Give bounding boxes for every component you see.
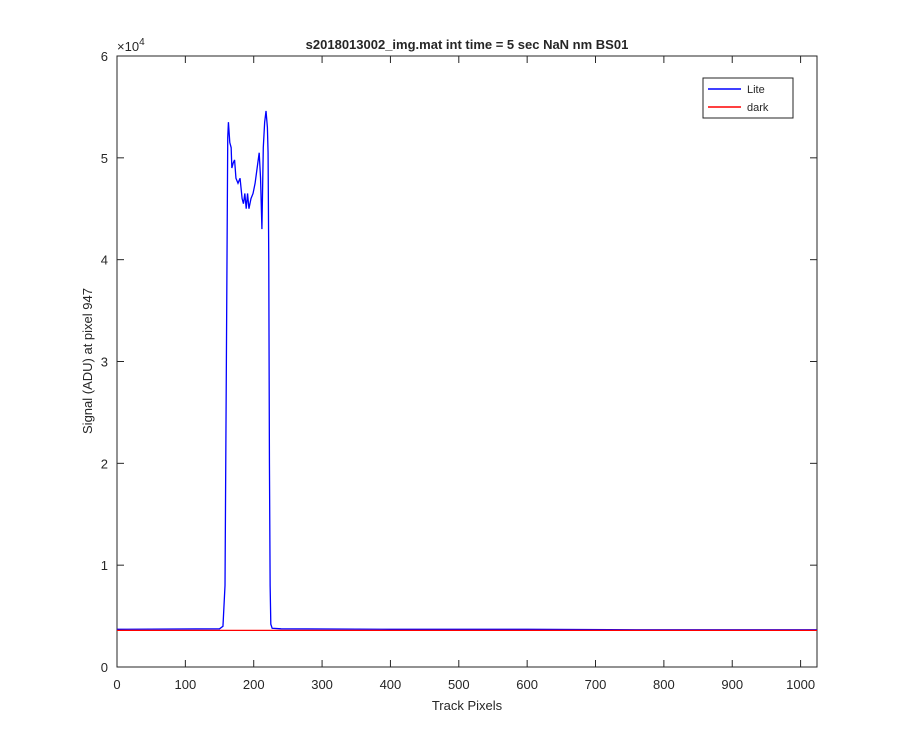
y-axis-label: Signal (ADU) at pixel 947 — [80, 288, 95, 434]
y-multiplier-exponent: 4 — [139, 37, 145, 48]
legend-label: Lite — [747, 84, 765, 96]
y-multiplier: ×104 — [117, 37, 145, 54]
x-tick-label: 0 — [113, 677, 120, 692]
y-multiplier-base: ×10 — [117, 39, 139, 54]
x-tick-label: 100 — [175, 677, 197, 692]
y-tick-label: 6 — [101, 49, 108, 64]
x-tick-label: 800 — [653, 677, 675, 692]
y-tick-label: 4 — [101, 253, 108, 268]
chart-title: s2018013002_img.mat int time = 5 sec NaN… — [306, 37, 629, 52]
legend-box — [702, 77, 794, 119]
legend: Lite dark — [702, 77, 794, 119]
x-tick-label: 1000 — [786, 677, 815, 692]
series-line — [116, 110, 817, 631]
legend-label: dark — [747, 102, 769, 114]
x-tick-label: 700 — [585, 677, 607, 692]
x-axis-label: Track Pixels — [432, 698, 503, 713]
y-tick-label: 5 — [101, 151, 108, 166]
y-tick-label: 2 — [101, 456, 108, 471]
y-tick-label: 3 — [101, 355, 108, 370]
x-tick-label: 900 — [721, 677, 743, 692]
x-tick-label: 500 — [448, 677, 470, 692]
plot-box — [116, 55, 818, 668]
y-tick-label: 1 — [101, 558, 108, 573]
y-tick-label: 0 — [101, 660, 108, 675]
x-tick-label: 400 — [380, 677, 402, 692]
x-tick-label: 200 — [243, 677, 265, 692]
x-tick-label: 600 — [516, 677, 538, 692]
x-tick-label: 300 — [311, 677, 333, 692]
